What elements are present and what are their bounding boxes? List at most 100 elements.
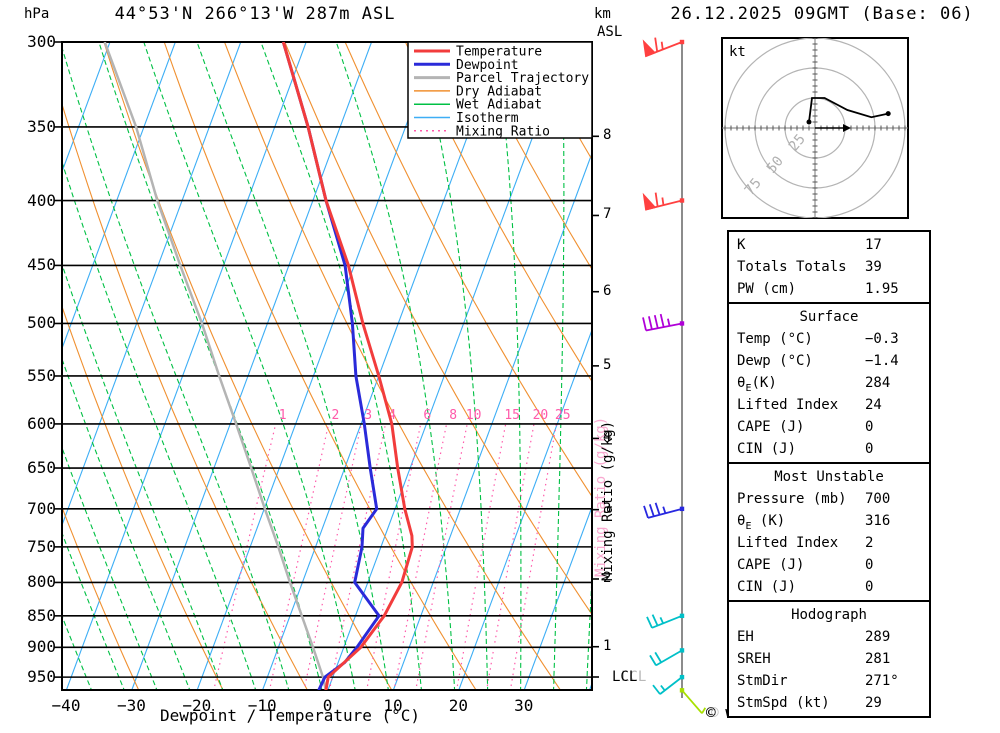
row-label: θE (K) <box>737 513 786 532</box>
svg-text:4: 4 <box>388 408 396 423</box>
svg-text:Parcel Trajectory: Parcel Trajectory <box>456 71 589 86</box>
row-value: 0 <box>865 419 874 435</box>
pressure-tick-label: 400 <box>27 190 56 210</box>
row-label: Totals Totals <box>737 259 847 275</box>
height-tick-label: 3 <box>603 500 612 517</box>
panel-section: Most Unstable Pressure (mb) 700 θE (K) 316 Li… <box>729 462 929 600</box>
panel-section-header: Surface <box>799 309 859 325</box>
wind-barbs <box>642 37 707 714</box>
run-datetime-title: 26.12.2025 09GMT (Base: 06) <box>670 4 974 24</box>
table-row: Totals Totals 39 <box>729 256 929 278</box>
table-row: CIN (J) 0 <box>729 576 929 598</box>
height-tick-label: 4 <box>603 429 612 446</box>
row-label: CIN (J) <box>737 579 797 595</box>
row-value: 316 <box>865 513 891 529</box>
height-tick-label: 2 <box>603 569 612 586</box>
row-value: 39 <box>865 259 882 275</box>
temperature-tick-label: −20 <box>182 696 212 715</box>
pressure-tick-label: 350 <box>27 116 56 136</box>
lcl-label-echo: LCL <box>621 669 647 685</box>
axis-tick-marks <box>54 41 599 678</box>
indices-panel: K 17 Totals Totals 39 PW (cm) 1.95 Surface Temp… <box>727 230 931 718</box>
row-label: SREH <box>737 651 771 667</box>
row-value: 289 <box>865 629 891 645</box>
table-row: CAPE (J) 0 <box>729 416 929 438</box>
dewpoint-curve <box>281 42 381 690</box>
table-row: Lifted Index 2 <box>729 532 929 554</box>
temperature-tick-label: −40 <box>51 696 81 715</box>
dry-adiabat-lines <box>62 42 592 690</box>
temperature-tick-label: 20 <box>448 696 469 715</box>
row-label: CAPE (J) <box>737 419 805 435</box>
svg-text:10: 10 <box>466 408 482 423</box>
mixing-ratio-value-labels: 1 2 3 4 6 8 10 15 20 25 <box>279 408 571 423</box>
temperature-tick-label: 10 <box>383 696 403 715</box>
svg-text:Wet Adiabat: Wet Adiabat <box>456 98 542 113</box>
row-label: Temp (°C) <box>737 331 813 347</box>
row-label: StmDir <box>737 673 788 689</box>
pressure-tick-label: 300 <box>27 32 56 51</box>
table-row: Lifted Index 24 <box>729 394 929 416</box>
svg-text:3: 3 <box>364 408 372 423</box>
isotherm-lines <box>62 42 592 690</box>
wind-barb <box>642 37 685 58</box>
svg-text:6: 6 <box>423 408 431 423</box>
pressure-tick-label: 500 <box>27 313 56 333</box>
row-label: PW (cm) <box>737 281 797 297</box>
pressure-unit-label: hPa <box>24 6 50 22</box>
wind-barb <box>642 192 685 211</box>
row-value: 0 <box>865 579 874 595</box>
row-value: 700 <box>865 491 891 507</box>
panel-section-header: Most Unstable <box>774 469 884 485</box>
row-value: 1.95 <box>865 281 899 297</box>
table-row: StmDir 271° <box>729 670 929 692</box>
svg-text:8: 8 <box>449 408 457 423</box>
row-value: 0 <box>865 557 874 573</box>
svg-text:Mixing Ratio: Mixing Ratio <box>456 124 550 139</box>
table-row: PW (cm) 1.95 <box>729 278 929 300</box>
pressure-tick-label: 700 <box>27 498 56 518</box>
svg-text:25: 25 <box>555 408 571 423</box>
row-value: 17 <box>865 237 882 253</box>
height-tick-label: 8 <box>603 127 612 144</box>
pressure-tick-label: 800 <box>27 572 56 592</box>
height-tick-label: 6 <box>603 282 612 299</box>
row-value: 284 <box>865 375 891 391</box>
table-row: CAPE (J) 0 <box>729 554 929 576</box>
wind-barb <box>646 613 685 629</box>
pressure-tick-label: 600 <box>27 413 56 433</box>
height-tick-label: 1 <box>603 637 612 654</box>
temperature-tick-label: 0 <box>322 696 333 715</box>
pressure-tick-label: 900 <box>27 637 56 657</box>
svg-text:15: 15 <box>504 408 520 423</box>
table-row: Pressure (mb) 700 <box>729 488 929 510</box>
svg-text:Temperature: Temperature <box>456 45 542 60</box>
wind-barb <box>649 648 685 667</box>
table-row: CIN (J) 0 <box>729 438 929 460</box>
svg-text:Isotherm: Isotherm <box>456 111 519 126</box>
height-unit-km-label: km <box>594 6 611 22</box>
panel-section-header: Hodograph <box>791 607 867 623</box>
page-title: 44°53'N 266°13'W 287m ASL <box>114 4 396 24</box>
wind-barb <box>679 688 707 714</box>
background-lines <box>62 42 592 690</box>
pressure-tick-label: 650 <box>27 458 56 478</box>
wind-barb <box>642 313 685 332</box>
row-label: Dewp (°C) <box>737 353 813 369</box>
row-value: 281 <box>865 651 891 667</box>
row-value: 24 <box>865 397 882 413</box>
svg-text:20: 20 <box>533 408 549 423</box>
table-row: K 17 <box>729 234 929 256</box>
height-tick-label: 7 <box>603 206 612 223</box>
temperature-tick-label: −30 <box>116 696 146 715</box>
parcel-trajectory-curve <box>103 42 328 690</box>
wet-adiabat-lines <box>62 42 592 690</box>
row-value: 2 <box>865 535 874 551</box>
row-label: Pressure (mb) <box>737 491 847 507</box>
pressure-tick-label: 450 <box>27 255 56 275</box>
row-label: CAPE (J) <box>737 557 805 573</box>
row-value: 0 <box>865 441 874 457</box>
panel-section: Hodograph EH 289 SREH 281 StmDir 271° StmSpd (k… <box>729 600 929 716</box>
